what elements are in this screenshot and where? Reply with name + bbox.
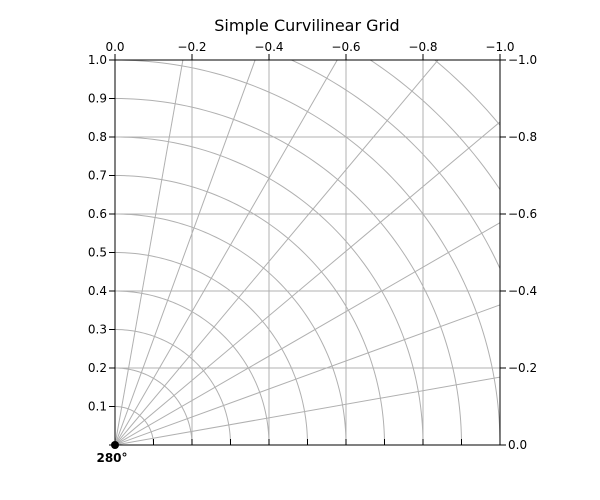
top-axis-tick-label: −1.0 [485, 40, 514, 54]
top-axis-tick-label: −0.2 [177, 40, 206, 54]
grid-radial-arc [115, 60, 500, 445]
grid-radial-arc [115, 329, 231, 445]
left-axis-tick-label: 1.0 [88, 53, 107, 67]
grid-radial-arc [115, 367, 193, 445]
left-axis-tick-label: 0.3 [88, 323, 107, 337]
grid-radial-arc [115, 213, 347, 445]
top-axis-tick-label: −0.8 [408, 40, 437, 54]
right-axis-tick-label: −1.0 [508, 53, 537, 67]
left-axis-tick-label: 0.2 [88, 361, 107, 375]
grid-angular-ray [115, 222, 500, 445]
right-axis-tick-label: 0.0 [508, 438, 527, 452]
bottom-origin-tick-label: 280° [96, 451, 127, 465]
right-axis-tick-label: −0.8 [508, 130, 537, 144]
origin-marker [111, 441, 119, 449]
top-axis-tick-label: 0.0 [105, 40, 124, 54]
left-axis-tick-label: 0.8 [88, 130, 107, 144]
grid-radial-arc [115, 136, 424, 445]
top-axis-tick-label: −0.4 [254, 40, 283, 54]
left-axis-tick-label: 0.7 [88, 169, 107, 183]
grid-radial-arc [290, 60, 500, 270]
grid-radial-arc [115, 175, 385, 445]
left-axis-tick-label: 0.6 [88, 207, 107, 221]
grid-angular-ray [115, 60, 256, 445]
grid-angular-ray [115, 60, 338, 445]
right-axis-tick-label: −0.2 [508, 361, 537, 375]
grid-layer [115, 60, 500, 445]
grid-angular-ray [115, 121, 500, 445]
grid-radial-arc [369, 60, 500, 191]
grid-angular-ray [115, 60, 184, 445]
grid-angular-ray [115, 304, 500, 445]
grid-angular-ray [115, 376, 500, 445]
chart-title: Simple Curvilinear Grid [214, 16, 399, 35]
left-axis-tick-label: 0.4 [88, 284, 107, 298]
right-axis-tick-label: −0.6 [508, 207, 537, 221]
left-axis-tick-label: 0.9 [88, 92, 107, 106]
grid-angular-ray [115, 60, 439, 445]
left-axis-tick-label: 0.1 [88, 400, 107, 414]
tick-label-layer: 0.0 −0.2 −0.4 −0.6 −0.8 −1.0 0.1 0.2 0.3 0.4 0.5 0.… [88, 40, 537, 465]
grid-radial-arc [115, 252, 308, 445]
grid-radial-arc [433, 60, 500, 127]
right-axis-tick-label: −0.4 [508, 284, 537, 298]
grid-radial-arc [115, 290, 270, 445]
grid-radial-arc [115, 406, 154, 445]
top-axis-tick-label: −0.6 [331, 40, 360, 54]
left-axis-tick-label: 0.5 [88, 246, 107, 260]
axis-layer [109, 54, 506, 449]
grid-radial-arc [115, 98, 462, 445]
